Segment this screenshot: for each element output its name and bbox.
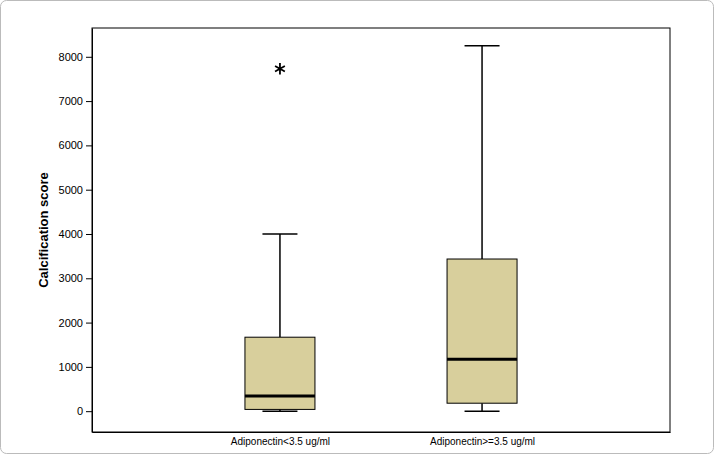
lower-whisker [481,403,483,411]
upper-whisker [481,46,483,259]
y-tick-label: 0 [77,405,83,417]
x-tick: Adiponectin<3.5 ug/ml [231,432,330,447]
y-tick-mark [86,190,92,191]
median [245,395,315,398]
y-axis-title: Calcification score [36,172,51,288]
y-tick-label: 6000 [59,139,83,151]
x-tick-label: Adiponectin<3.5 ug/ml [231,436,330,447]
median [447,358,517,361]
max-cap [262,233,297,235]
y-tick-mark [86,278,92,279]
page-frame [1,1,714,454]
y-tick-label: 7000 [59,95,83,107]
y-tick: 6000 [59,139,92,151]
y-tick: 1000 [59,361,92,373]
y-tick-label: 8000 [59,51,83,63]
y-tick: 8000 [59,51,92,63]
x-tick: Adiponectin>=3.5 ug/ml [430,432,535,447]
x-axis: Adiponectin<3.5 ug/ml Adiponectin>=3.5 ug… [93,432,671,447]
x-axis-line [93,432,671,433]
outlier [275,63,285,74]
y-tick-label: 2000 [59,317,83,329]
y-tick-mark [86,411,92,412]
y-tick: 4000 [59,228,92,240]
min-cap [262,410,297,412]
plot-frame [92,28,670,432]
y-tick-mark [86,57,92,58]
y-tick: 2000 [59,317,92,329]
min-cap [465,410,500,412]
y-tick: 7000 [59,95,92,107]
y-tick: 5000 [59,184,92,196]
marks [245,46,517,411]
max-cap [465,45,500,47]
y-tick: 3000 [59,272,92,284]
y-tick-mark [86,145,92,146]
y-tick-label: 5000 [59,184,83,196]
y-tick-mark [86,323,92,324]
y-tick-label: 1000 [59,361,83,373]
box-group [447,46,517,411]
upper-whisker [279,234,281,337]
y-tick-label: 3000 [59,272,83,284]
y-tick-mark [86,234,92,235]
box [447,259,517,403]
box-group [245,63,315,411]
x-tick-label: Adiponectin>=3.5 ug/ml [430,436,535,447]
plot: 0 1000 2000 3000 4000 5000 6000 7000 8000 Adipone… [59,28,671,447]
y-axis: 0 1000 2000 3000 4000 5000 6000 7000 8000 [59,29,93,433]
y-axis-line [92,29,93,433]
y-tick-label: 4000 [59,228,83,240]
box [245,337,315,409]
chart: 0 1000 2000 3000 4000 5000 6000 7000 8000 Adipone… [0,0,714,454]
y-tick-mark [86,367,92,368]
y-tick-mark [86,101,92,102]
y-tick: 0 [77,405,92,417]
